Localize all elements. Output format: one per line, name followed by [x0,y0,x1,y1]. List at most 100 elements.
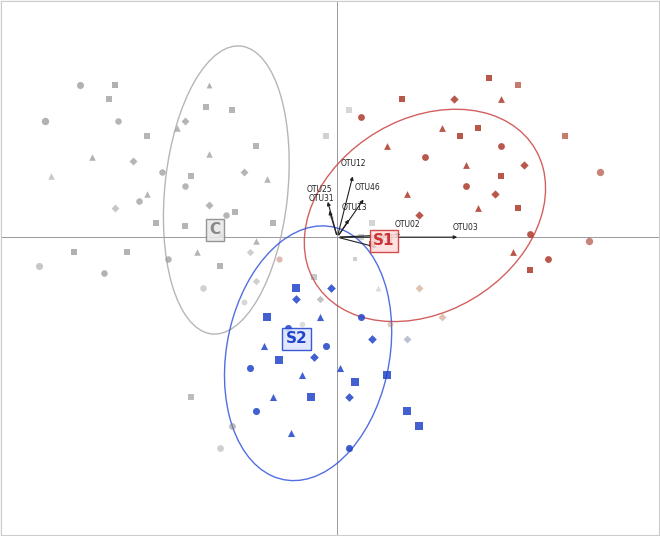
Point [110,204,121,212]
Point [110,80,121,89]
Point [513,80,523,89]
Point [355,233,366,241]
Point [282,324,293,332]
Point [151,218,162,227]
Point [306,392,316,401]
Point [385,320,395,329]
Point [320,342,331,351]
Point [461,182,471,191]
Point [496,95,506,103]
Point [297,371,308,379]
Point [215,443,226,452]
Point [490,189,500,198]
Point [320,131,331,140]
Point [595,168,605,176]
Point [381,142,392,151]
Point [274,356,284,365]
Point [180,222,191,230]
Point [186,171,197,180]
Point [238,168,249,176]
Text: C: C [209,222,220,237]
Point [127,157,138,165]
Point [367,218,378,227]
Point [326,211,337,220]
Point [133,197,144,205]
Text: OTU46: OTU46 [355,183,381,192]
Point [519,160,529,169]
Point [215,262,226,271]
Point [560,131,570,140]
Text: S1: S1 [374,233,395,248]
Point [69,248,80,256]
Point [402,334,412,343]
Point [396,95,407,103]
Point [513,204,523,212]
Point [437,312,447,321]
Point [455,131,465,140]
Point [180,182,191,191]
Point [291,284,302,292]
Point [262,175,273,183]
Point [203,200,214,209]
Text: OTU9: OTU9 [372,235,393,244]
Point [40,117,50,125]
Point [344,106,354,115]
Point [201,102,211,111]
Point [461,160,471,169]
Point [326,284,337,292]
Point [297,320,308,329]
Text: OTU25: OTU25 [307,185,333,195]
Text: OTU12: OTU12 [341,159,366,168]
Point [508,248,518,256]
Point [583,236,594,245]
Text: OTU31: OTU31 [308,195,334,204]
Text: OTU13: OTU13 [342,203,368,212]
Point [420,153,430,162]
Text: S2: S2 [286,331,308,346]
Point [215,229,226,238]
Point [227,421,238,430]
Point [309,273,319,281]
Point [238,298,249,307]
Point [335,363,345,372]
Point [414,421,424,430]
Point [291,295,302,303]
Point [344,392,354,401]
Text: OTU03: OTU03 [453,223,478,232]
Point [142,131,152,140]
Point [355,312,366,321]
Point [46,171,56,180]
Point [186,392,197,401]
Point [274,255,284,263]
Point [543,255,553,263]
Point [262,312,273,321]
Point [221,211,232,220]
Point [381,371,392,379]
Point [75,80,86,89]
Point [525,265,535,274]
Point [472,124,482,132]
Point [180,117,191,125]
Point [525,229,535,238]
Point [350,255,360,263]
Point [437,124,447,132]
Point [192,248,203,256]
Point [34,262,45,271]
Point [162,255,173,263]
Point [121,248,132,256]
Point [172,124,182,132]
Point [113,117,123,125]
Point [197,284,208,292]
Point [250,236,261,245]
Point [86,153,97,162]
Point [250,407,261,415]
Point [402,407,412,415]
Point [157,168,168,176]
Point [230,207,240,216]
Point [367,334,378,343]
Point [203,150,214,158]
Point [414,284,424,292]
Point [104,95,115,103]
Point [259,342,269,351]
Point [98,269,109,278]
